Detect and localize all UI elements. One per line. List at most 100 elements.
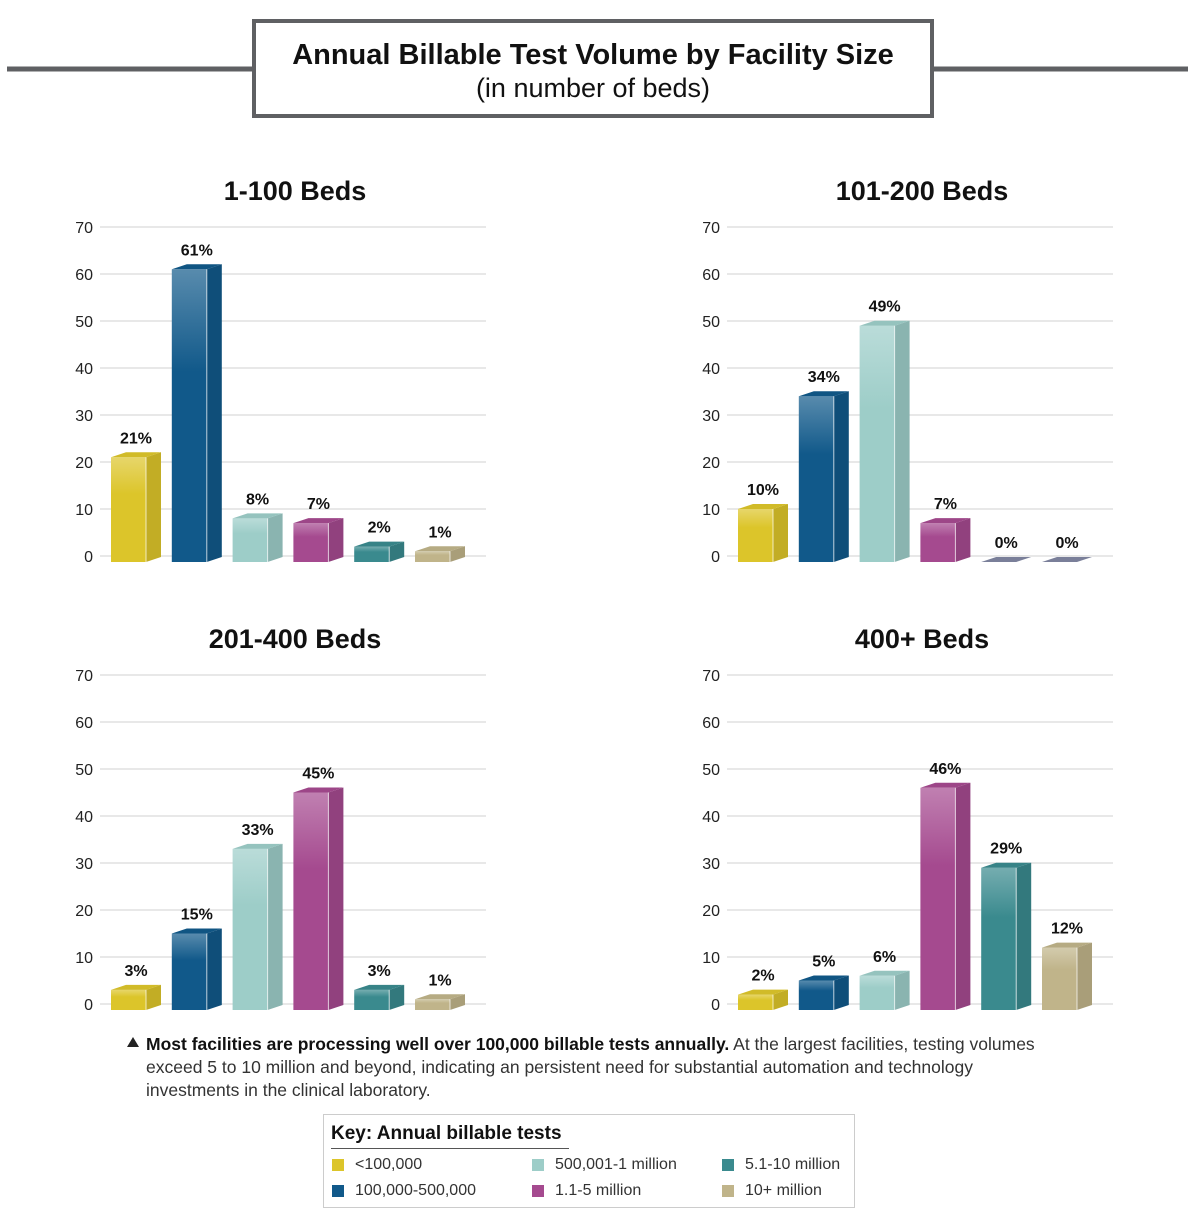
bar-side bbox=[267, 843, 283, 1010]
y-tick-label: 40 bbox=[702, 809, 720, 826]
bar-panel-1: 1-100 Beds 0 10 20 30 40 50 60 70 21% 61% 8% 7% 2% 1% bbox=[75, 176, 486, 566]
y-tick-label: 60 bbox=[75, 267, 93, 284]
legend-item: <100,000 bbox=[332, 1156, 422, 1174]
bar-side bbox=[894, 320, 910, 562]
bar-front bbox=[111, 989, 146, 1010]
bar-top bbox=[293, 787, 344, 793]
y-tick-label: 20 bbox=[702, 903, 720, 920]
bar-top bbox=[859, 970, 910, 976]
bar-front bbox=[920, 523, 956, 562]
bar-side bbox=[389, 984, 405, 1010]
panel-title: 201-400 Beds bbox=[209, 624, 382, 654]
legend-swatch bbox=[332, 1159, 344, 1171]
y-tick-label: 0 bbox=[711, 549, 720, 566]
bar-top bbox=[415, 546, 465, 552]
legend-item: 100,000-500,000 bbox=[332, 1182, 476, 1200]
data-label: 3% bbox=[124, 963, 147, 980]
y-tick-label: 60 bbox=[702, 267, 720, 284]
bar-side bbox=[450, 546, 465, 562]
bar-zero bbox=[981, 557, 1032, 562]
legend-label: 1.1-5 million bbox=[555, 1182, 642, 1199]
legend-title: Key: Annual billable tests bbox=[331, 1123, 569, 1149]
bar-top bbox=[738, 989, 788, 995]
chart-title: Annual Billable Test Volume by Facility … bbox=[292, 39, 894, 71]
bar-top bbox=[232, 843, 283, 849]
bar-front bbox=[798, 396, 834, 562]
y-tick-label: 60 bbox=[702, 715, 720, 732]
legend-item: 1.1-5 million bbox=[532, 1182, 641, 1200]
data-label: 1% bbox=[428, 972, 451, 989]
bar-side bbox=[328, 518, 344, 562]
panel-title: 101-200 Beds bbox=[836, 176, 1009, 206]
y-tick-label: 0 bbox=[711, 997, 720, 1014]
bar-top bbox=[171, 264, 222, 270]
data-label: 5% bbox=[812, 954, 835, 971]
bar-top bbox=[920, 518, 971, 524]
legend-swatch bbox=[532, 1159, 544, 1171]
bar-side bbox=[1016, 862, 1032, 1010]
data-label: 1% bbox=[428, 524, 451, 541]
y-tick-label: 20 bbox=[702, 455, 720, 472]
bar-side bbox=[833, 975, 849, 1010]
data-label: 29% bbox=[990, 841, 1022, 858]
bar-front bbox=[738, 509, 773, 562]
bar-panel-2: 101-200 Beds 0 10 20 30 40 50 60 70 10% 34% 49% 7% 0%… bbox=[702, 176, 1113, 566]
data-label: 46% bbox=[929, 761, 961, 778]
y-tick-label: 30 bbox=[75, 856, 93, 873]
bar-front bbox=[293, 523, 329, 562]
bar-side bbox=[955, 518, 971, 562]
bar-top bbox=[171, 928, 222, 934]
legend-item: 10+ million bbox=[722, 1182, 822, 1200]
legend-swatch bbox=[332, 1185, 344, 1197]
data-label: 33% bbox=[242, 822, 274, 839]
y-tick-label: 40 bbox=[75, 361, 93, 378]
data-label: 10% bbox=[747, 482, 779, 499]
bar-side bbox=[450, 994, 465, 1010]
bar-side bbox=[146, 452, 161, 562]
legend-swatch bbox=[722, 1159, 734, 1171]
y-tick-label: 20 bbox=[75, 903, 93, 920]
caption-text: At the largest facilities, testing volum… bbox=[146, 1034, 1035, 1100]
y-tick-label: 70 bbox=[75, 668, 93, 685]
data-label: 7% bbox=[934, 496, 957, 513]
y-tick-label: 0 bbox=[84, 997, 93, 1014]
data-label: 7% bbox=[307, 496, 330, 513]
bar-side bbox=[206, 928, 222, 1010]
bar-top bbox=[415, 994, 465, 1000]
bar-top bbox=[738, 504, 788, 509]
bar-top bbox=[798, 975, 849, 981]
bar-panel-4: 400+ Beds 0 10 20 30 40 50 60 70 2% 5% 6% 46% 29% 12% bbox=[702, 624, 1113, 1014]
data-label: 6% bbox=[873, 949, 896, 966]
bar-side bbox=[773, 504, 788, 562]
data-label: 8% bbox=[246, 491, 269, 508]
y-tick-label: 50 bbox=[702, 314, 720, 331]
y-tick-label: 70 bbox=[702, 668, 720, 685]
bar-front bbox=[293, 792, 329, 1010]
bar-front bbox=[981, 867, 1017, 1010]
y-tick-label: 10 bbox=[702, 502, 720, 519]
y-tick-label: 50 bbox=[75, 314, 93, 331]
legend-item: 5.1-10 million bbox=[722, 1156, 840, 1174]
bar-top bbox=[293, 518, 344, 524]
legend-swatch bbox=[532, 1185, 544, 1197]
legend-label: 5.1-10 million bbox=[745, 1156, 841, 1173]
data-label: 2% bbox=[751, 968, 774, 985]
bar-top bbox=[354, 541, 405, 547]
data-label: 0% bbox=[1055, 535, 1078, 552]
data-label: 34% bbox=[808, 369, 840, 386]
bar-front bbox=[738, 994, 773, 1010]
y-tick-label: 40 bbox=[75, 809, 93, 826]
bar-top bbox=[111, 984, 161, 990]
data-label: 12% bbox=[1051, 921, 1083, 938]
bar-panel-3: 201-400 Beds 0 10 20 30 40 50 60 70 3% 15% 33% 45% 3%… bbox=[75, 624, 486, 1014]
y-tick-label: 10 bbox=[75, 950, 93, 967]
y-tick-label: 70 bbox=[702, 220, 720, 237]
legend-swatch bbox=[722, 1185, 734, 1197]
data-label: 61% bbox=[181, 242, 213, 259]
caption-bold: Most facilities are processing well over… bbox=[146, 1034, 730, 1054]
data-label: 21% bbox=[120, 430, 152, 447]
bar-side bbox=[955, 782, 971, 1010]
y-tick-label: 10 bbox=[75, 502, 93, 519]
bar-top bbox=[354, 984, 405, 990]
data-label: 2% bbox=[368, 520, 391, 537]
